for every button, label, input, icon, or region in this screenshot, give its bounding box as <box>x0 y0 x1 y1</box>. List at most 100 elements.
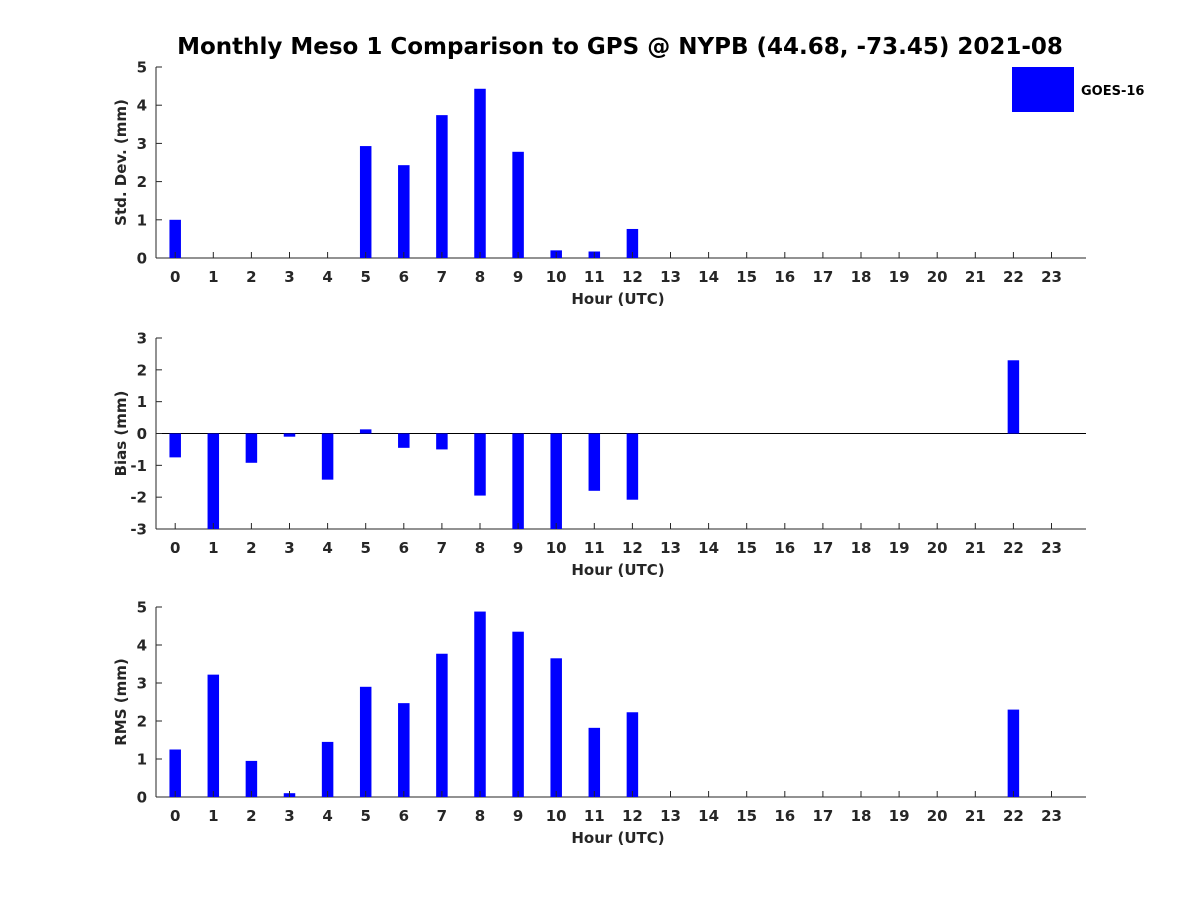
bar-hour-11 <box>588 727 601 797</box>
x-tick-label: 11 <box>584 807 605 825</box>
bar-hour-3 <box>283 433 296 437</box>
x-tick-label: 12 <box>622 539 643 557</box>
y-tick-label: 2 <box>137 173 147 191</box>
bar-hour-7 <box>436 433 448 450</box>
legend-label: GOES-16 <box>1081 84 1144 99</box>
x-tick-label: 8 <box>475 539 485 557</box>
x-tick-label: 22 <box>1003 807 1024 825</box>
bar-hour-7 <box>436 653 448 797</box>
x-tick-label: 5 <box>360 539 370 557</box>
x-tick-label: 12 <box>622 268 643 286</box>
bar-hour-6 <box>398 703 410 797</box>
x-tick-label: 18 <box>851 807 872 825</box>
x-tick-label: 19 <box>889 539 910 557</box>
x-axis-label: Hour (UTC) <box>571 561 664 579</box>
legend: GOES-16 <box>1012 67 1144 112</box>
x-tick-label: 5 <box>360 807 370 825</box>
bar-hour-8 <box>474 611 486 797</box>
bar-hour-1 <box>207 433 220 529</box>
x-tick-label: 21 <box>965 268 986 286</box>
x-tick-label: 15 <box>736 268 757 286</box>
x-tick-label: 16 <box>774 807 795 825</box>
x-tick-label: 18 <box>851 268 872 286</box>
bar-hour-8 <box>474 433 486 496</box>
x-tick-label: 14 <box>698 268 719 286</box>
x-tick-label: 13 <box>660 807 681 825</box>
bar-hour-12 <box>626 433 639 500</box>
bar-hour-9 <box>512 151 524 258</box>
x-tick-label: 2 <box>246 807 256 825</box>
bar-hour-0 <box>169 433 181 458</box>
bar-hour-1 <box>207 674 220 797</box>
y-tick-label: 0 <box>137 425 147 443</box>
y-axis-label: Std. Dev. (mm) <box>112 99 130 226</box>
x-tick-label: 18 <box>851 539 872 557</box>
y-tick-label: 1 <box>137 211 147 229</box>
x-tick-label: 20 <box>927 807 948 825</box>
y-tick-label: 3 <box>137 330 147 348</box>
x-tick-label: 3 <box>284 807 294 825</box>
x-tick-label: 2 <box>246 539 256 557</box>
x-tick-label: 6 <box>399 539 409 557</box>
x-axis-label: Hour (UTC) <box>571 829 664 847</box>
x-tick-label: 23 <box>1041 539 1062 557</box>
y-tick-label: -1 <box>130 457 147 475</box>
x-tick-label: 23 <box>1041 268 1062 286</box>
y-tick-label: 2 <box>137 713 147 731</box>
x-tick-label: 11 <box>584 539 605 557</box>
y-axis-label: RMS (mm) <box>112 658 130 745</box>
legend-swatch <box>1012 67 1074 112</box>
x-tick-label: 0 <box>170 539 180 557</box>
y-tick-label: 0 <box>137 789 147 807</box>
bar-hour-0 <box>169 749 181 797</box>
y-tick-label: 5 <box>137 59 147 77</box>
x-tick-label: 13 <box>660 268 681 286</box>
x-tick-label: 4 <box>322 539 332 557</box>
x-tick-label: 4 <box>322 268 332 286</box>
x-tick-label: 8 <box>475 807 485 825</box>
x-tick-label: 5 <box>360 268 370 286</box>
bar-hour-22 <box>1007 360 1020 434</box>
bar-hour-6 <box>398 165 410 258</box>
x-tick-label: 3 <box>284 539 294 557</box>
bar-hour-9 <box>512 631 524 797</box>
x-tick-label: 7 <box>437 807 447 825</box>
x-tick-label: 21 <box>965 539 986 557</box>
x-tick-label: 10 <box>546 807 567 825</box>
x-tick-label: 0 <box>170 807 180 825</box>
x-tick-label: 12 <box>622 807 643 825</box>
x-tick-label: 20 <box>927 268 948 286</box>
chart-title: Monthly Meso 1 Comparison to GPS @ NYPB … <box>177 34 1063 60</box>
x-tick-label: 11 <box>584 268 605 286</box>
x-tick-label: 9 <box>513 807 523 825</box>
x-tick-label: 1 <box>208 268 218 286</box>
y-tick-label: 4 <box>137 97 147 115</box>
bar-hour-5 <box>359 429 372 434</box>
y-tick-label: -2 <box>130 489 147 507</box>
bar-hour-8 <box>474 88 486 258</box>
x-tick-label: 17 <box>812 539 833 557</box>
x-axis-label: Hour (UTC) <box>571 290 664 308</box>
x-tick-label: 23 <box>1041 807 1062 825</box>
x-tick-label: 22 <box>1003 268 1024 286</box>
x-tick-label: 10 <box>546 539 567 557</box>
x-tick-label: 14 <box>698 807 719 825</box>
x-tick-label: 3 <box>284 268 294 286</box>
x-tick-label: 9 <box>513 539 523 557</box>
x-tick-label: 6 <box>399 807 409 825</box>
bar-hour-2 <box>245 760 258 797</box>
x-tick-label: 17 <box>812 807 833 825</box>
x-tick-label: 22 <box>1003 539 1024 557</box>
bar-hour-7 <box>436 115 448 258</box>
bar-hour-2 <box>245 433 258 463</box>
y-tick-label: 4 <box>137 637 147 655</box>
x-tick-label: 6 <box>399 268 409 286</box>
x-tick-label: 19 <box>889 268 910 286</box>
x-tick-label: 2 <box>246 268 256 286</box>
